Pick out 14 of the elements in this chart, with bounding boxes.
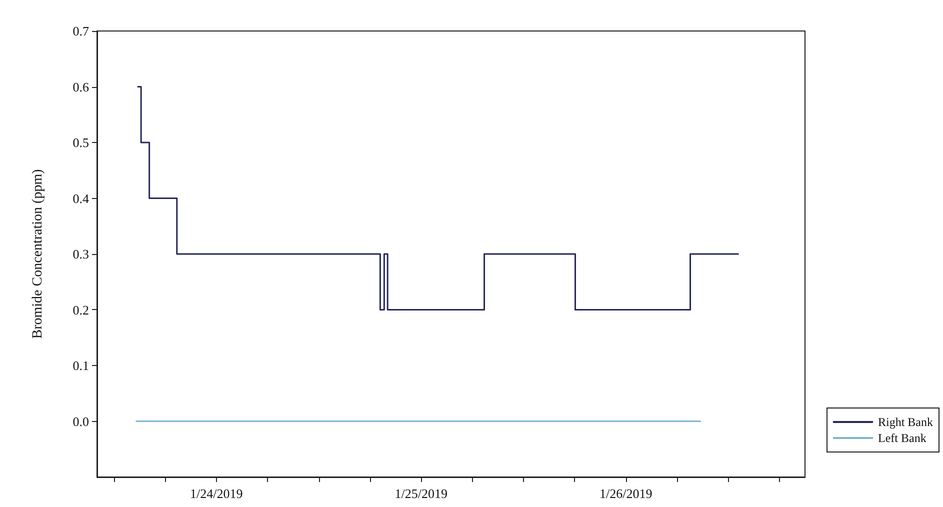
legend-label: Left Bank	[878, 431, 926, 445]
y-axis-title: Bromide Concentration (ppm)	[30, 168, 46, 339]
y-tick-label: 0.4	[72, 190, 90, 206]
legend-label: Right Bank	[878, 415, 934, 429]
x-tick-label: 1/24/2019	[190, 486, 243, 501]
y-tick-label: 0.6	[72, 79, 90, 94]
x-tick-label: 1/25/2019	[394, 486, 448, 501]
x-tick-label: 1/26/2019	[600, 486, 652, 501]
y-tick-label: 0.7	[72, 24, 90, 38]
y-tick-label: 0.5	[72, 135, 89, 150]
y-tick-label: 0.1	[72, 358, 89, 373]
y-tick-label: 0.2	[72, 302, 89, 318]
y-tick-label: 0.0	[72, 414, 89, 429]
y-tick-label: 0.3	[72, 246, 89, 262]
